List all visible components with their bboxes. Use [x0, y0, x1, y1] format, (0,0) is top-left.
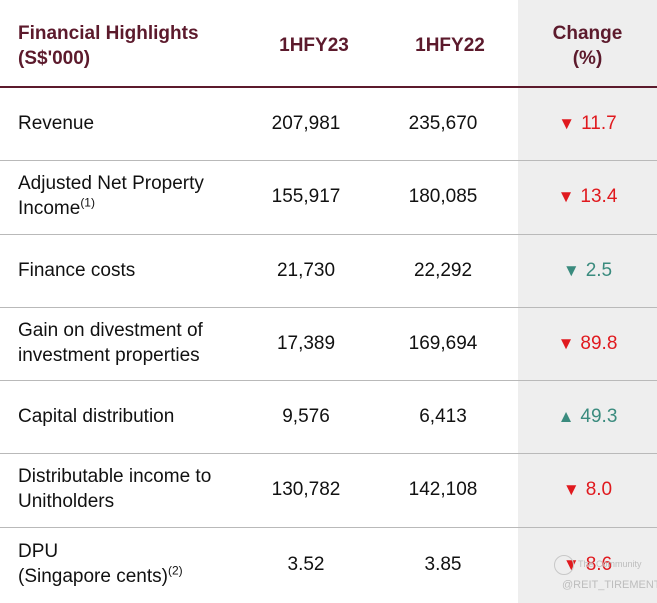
header-label: Financial Highlights (S$'000) [18, 21, 199, 71]
row-label-line2-text: Income [18, 198, 81, 219]
triangle-down-icon: ▼ [557, 187, 575, 206]
table-row: DPU (Singapore cents)(2) 3.52 3.85 ▼ 8.6 [0, 527, 657, 603]
change-percent: ▼ 13.4 [518, 184, 657, 209]
row-label: Gain on divestment of investment properti… [18, 318, 203, 368]
value-1hfy22: 180,085 [408, 186, 478, 207]
triangle-up-icon: ▲ [557, 406, 575, 426]
value-1hfy23: 130,782 [271, 479, 341, 500]
table-row: Capital distribution 9,576 6,413 ▲ 49.3 [0, 380, 657, 453]
row-divider [0, 527, 657, 528]
change-percent: ▼ 2.5 [518, 258, 657, 283]
row-label-line1: Revenue [18, 113, 95, 134]
change-value: 8.0 [585, 479, 613, 500]
row-label: DPU (Singapore cents)(2) [18, 539, 183, 589]
value-1hfy23: 155,917 [271, 186, 341, 207]
change-column-background [518, 0, 657, 603]
row-label-line2: (Singapore cents)(2) [18, 564, 183, 589]
value-1hfy22: 169,694 [408, 332, 478, 354]
value-1hfy22: 142,108 [408, 479, 478, 500]
triangle-down-icon: ▼ [562, 555, 580, 574]
footnote-marker: (1) [80, 195, 95, 210]
triangle-down-icon: ▼ [562, 480, 580, 499]
value-1hfy23: 207,981 [271, 113, 341, 134]
change-percent: ▼ 8.0 [518, 477, 657, 502]
row-label-line2-text: Unitholders [18, 491, 115, 512]
row-label: Finance costs [18, 258, 135, 283]
value-1hfy23: 21,730 [276, 259, 336, 281]
triangle-down-icon: ▼ [558, 114, 576, 133]
row-label: Revenue [18, 111, 94, 136]
header-label-line2: (S$'000) [18, 48, 91, 69]
header-label-line1: Financial Highlights [18, 23, 199, 44]
header-change: Change (%) [518, 21, 657, 71]
row-label-line1: Finance costs [18, 259, 136, 281]
header-1hfy22: 1HFY22 [415, 35, 485, 56]
value-1hfy23: 17,389 [276, 332, 336, 354]
table-header: Financial Highlights (S$'000) 1HFY23 1HF… [0, 0, 657, 86]
change-percent: ▼ 89.8 [518, 331, 657, 356]
table-row: Gain on divestment of investment properti… [0, 307, 657, 380]
row-divider [0, 380, 657, 381]
change-percent: ▼ 8.6 [518, 552, 657, 577]
row-label-line2-text: (Singapore cents) [18, 566, 168, 587]
row-label-line2: investment properties [18, 343, 203, 368]
table-row: Distributable income to Unitholders 130,78… [0, 453, 657, 527]
row-label-line1: Capital distribution [18, 405, 175, 427]
row-label: Distributable income to Unitholders [18, 464, 211, 514]
row-label-line1: Adjusted Net Property [18, 173, 204, 194]
header-rule [0, 86, 657, 88]
row-divider [0, 160, 657, 161]
value-1hfy23: 9,576 [282, 405, 330, 427]
change-percent: ▲ 49.3 [518, 404, 657, 429]
change-value: 11.7 [581, 113, 617, 134]
row-label-line1: Gain on divestment of [18, 319, 203, 341]
change-percent: ▼ 11.7 [518, 111, 657, 136]
row-label: Capital distribution [18, 404, 174, 429]
header-change-line2: (%) [572, 48, 603, 69]
row-label-line2: Unitholders [18, 489, 211, 514]
change-value: 89.8 [580, 332, 618, 354]
row-label: Adjusted Net Property Income(1) [18, 171, 204, 221]
triangle-down-icon: ▼ [557, 333, 575, 353]
row-divider [0, 234, 657, 235]
change-value: 2.5 [585, 259, 613, 281]
row-label-line2-text: investment properties [18, 344, 200, 366]
change-value: 8.6 [585, 554, 613, 575]
value-1hfy23: 3.52 [287, 554, 325, 575]
value-1hfy22: 22,292 [413, 259, 473, 281]
change-value: 49.3 [580, 405, 618, 427]
table-row: Finance costs 21,730 22,292 ▼ 2.5 [0, 234, 657, 307]
footnote-marker: (2) [167, 563, 183, 578]
header-1hfy23: 1HFY23 [279, 35, 349, 56]
row-divider [0, 307, 657, 308]
table-row: Adjusted Net Property Income(1) 155,917 180… [0, 160, 657, 234]
triangle-down-icon: ▼ [562, 260, 580, 280]
change-value: 13.4 [580, 186, 618, 207]
table-row: Revenue 207,981 235,670 ▼ 11.7 [0, 88, 657, 160]
row-label-line1: Distributable income to [18, 466, 212, 487]
header-change-line1: Change [552, 23, 623, 44]
value-1hfy22: 235,670 [408, 113, 478, 134]
row-divider [0, 453, 657, 454]
value-1hfy22: 6,413 [419, 405, 467, 427]
value-1hfy22: 3.85 [424, 554, 462, 575]
row-label-line1: DPU [18, 541, 59, 562]
row-label-line2: Income(1) [18, 196, 204, 221]
